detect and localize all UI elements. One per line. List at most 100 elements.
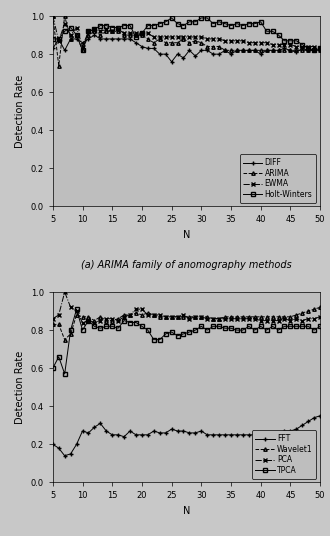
Wavelet1 xyxy=(146,310,150,316)
TPCA xyxy=(277,327,280,333)
DIFF xyxy=(217,51,221,57)
PCA xyxy=(110,316,114,322)
TPCA xyxy=(211,323,215,330)
Holt-Winters xyxy=(277,32,280,39)
DIFF xyxy=(69,36,73,42)
Wavelet1 xyxy=(288,314,292,320)
EWMA xyxy=(69,32,73,39)
FFT xyxy=(176,428,180,434)
DIFF xyxy=(57,36,61,42)
PCA xyxy=(104,316,108,322)
Wavelet1 xyxy=(170,314,174,320)
TPCA xyxy=(110,323,114,330)
PCA xyxy=(199,314,203,320)
PCA xyxy=(187,316,191,322)
TPCA xyxy=(205,327,209,333)
Holt-Winters xyxy=(199,15,203,21)
TPCA xyxy=(57,354,61,360)
ARIMA xyxy=(235,47,239,54)
DIFF xyxy=(199,47,203,54)
DIFF xyxy=(164,51,168,57)
PCA xyxy=(193,314,197,320)
Wavelet1 xyxy=(187,314,191,320)
Wavelet1 xyxy=(217,316,221,322)
PCA xyxy=(318,314,322,320)
FFT xyxy=(318,413,322,419)
DIFF xyxy=(241,47,245,54)
Holt-Winters xyxy=(152,23,156,29)
EWMA xyxy=(282,41,286,48)
ARIMA xyxy=(51,13,55,19)
FFT xyxy=(158,430,162,436)
TPCA xyxy=(81,327,84,333)
FFT xyxy=(229,431,233,438)
PCA xyxy=(182,312,185,318)
TPCA xyxy=(63,371,67,377)
PCA xyxy=(205,316,209,322)
FFT xyxy=(81,428,84,434)
DIFF xyxy=(312,47,316,54)
Y-axis label: Detection Rate: Detection Rate xyxy=(15,75,25,148)
TPCA xyxy=(294,323,298,330)
Holt-Winters xyxy=(229,23,233,29)
EWMA xyxy=(277,41,280,48)
FFT xyxy=(98,420,102,427)
EWMA xyxy=(75,24,79,31)
FFT xyxy=(211,431,215,438)
FFT xyxy=(199,428,203,434)
PCA xyxy=(223,316,227,322)
PCA xyxy=(146,312,150,318)
PCA xyxy=(211,316,215,322)
Holt-Winters xyxy=(81,47,84,54)
FFT xyxy=(288,428,292,434)
Holt-Winters xyxy=(288,38,292,44)
PCA xyxy=(134,306,138,312)
Y-axis label: Detection Rate: Detection Rate xyxy=(15,351,25,424)
TPCA xyxy=(199,323,203,330)
Holt-Winters xyxy=(158,20,162,27)
Wavelet1 xyxy=(110,317,114,324)
FFT xyxy=(104,428,108,434)
PCA xyxy=(158,312,162,318)
ARIMA xyxy=(300,47,304,54)
PCA xyxy=(122,314,126,320)
DIFF xyxy=(223,47,227,54)
Holt-Winters xyxy=(164,19,168,25)
ARIMA xyxy=(86,32,90,39)
Legend: FFT, Wavelet1, PCA, TPCA: FFT, Wavelet1, PCA, TPCA xyxy=(252,430,316,479)
EWMA xyxy=(247,40,251,46)
Line: Wavelet1: Wavelet1 xyxy=(51,306,322,341)
EWMA xyxy=(288,41,292,48)
DIFF xyxy=(211,51,215,57)
ARIMA xyxy=(211,43,215,50)
DIFF xyxy=(63,47,67,54)
Wavelet1 xyxy=(98,314,102,320)
TPCA xyxy=(176,333,180,339)
PCA xyxy=(241,316,245,322)
ARIMA xyxy=(110,28,114,34)
ARIMA xyxy=(223,47,227,54)
PCA xyxy=(229,316,233,322)
Wavelet1 xyxy=(223,314,227,320)
PCA xyxy=(282,316,286,322)
Holt-Winters xyxy=(86,28,90,34)
EWMA xyxy=(217,36,221,42)
EWMA xyxy=(170,34,174,40)
Line: TPCA: TPCA xyxy=(51,307,322,376)
PCA xyxy=(300,317,304,324)
Wavelet1 xyxy=(199,314,203,320)
EWMA xyxy=(199,34,203,40)
Wavelet1 xyxy=(164,314,168,320)
TPCA xyxy=(170,329,174,335)
TPCA xyxy=(253,327,257,333)
DIFF xyxy=(104,36,108,42)
PCA xyxy=(312,316,316,322)
ARIMA xyxy=(170,40,174,46)
Holt-Winters xyxy=(193,19,197,25)
Holt-Winters xyxy=(300,41,304,48)
ARIMA xyxy=(158,36,162,42)
PCA xyxy=(75,308,79,314)
TPCA xyxy=(241,327,245,333)
EWMA xyxy=(146,30,150,36)
Wavelet1 xyxy=(63,337,67,343)
